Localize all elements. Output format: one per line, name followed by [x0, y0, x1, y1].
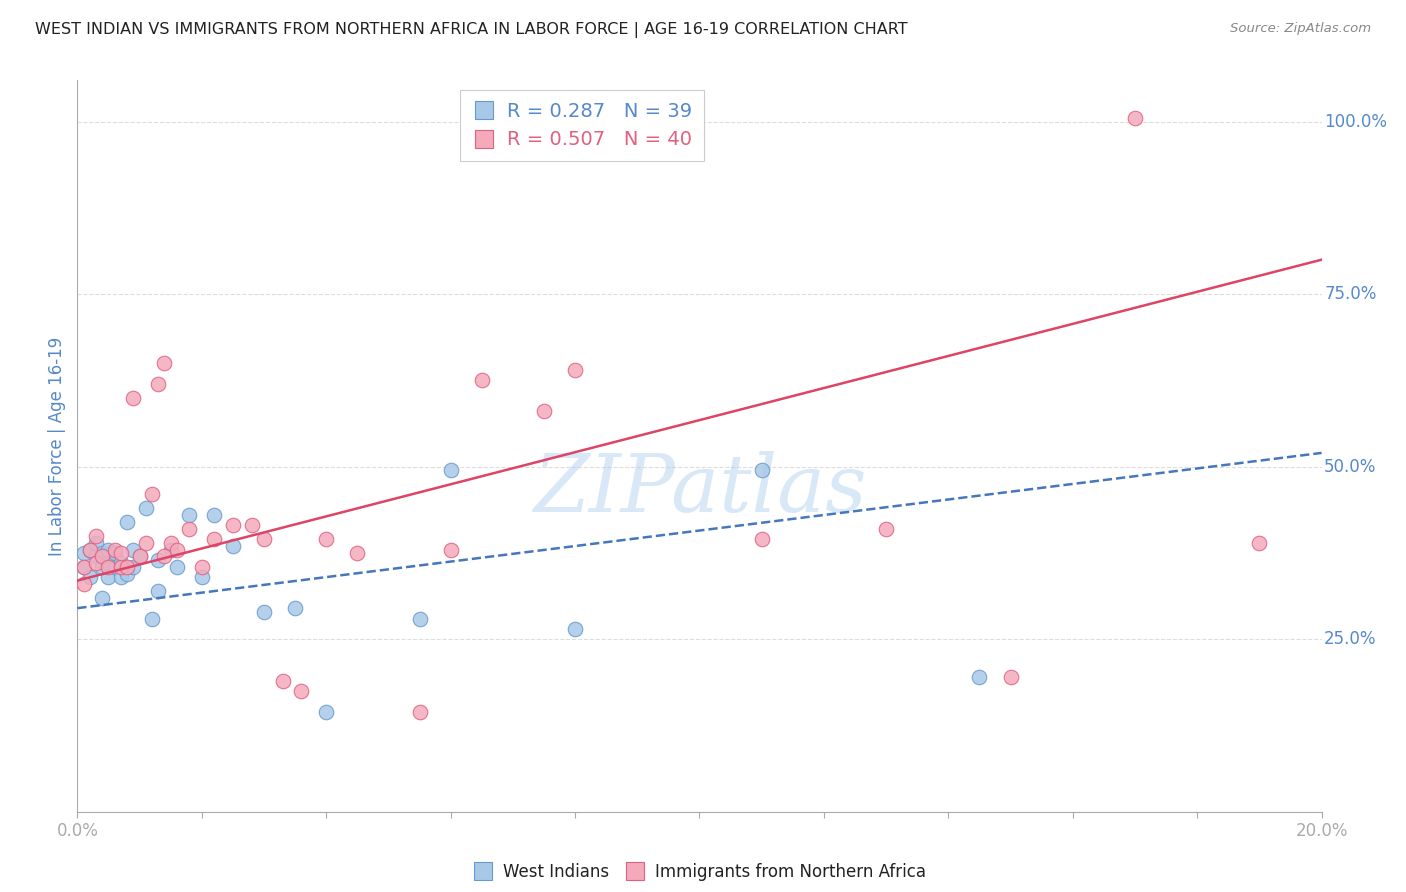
- Point: [110, 559, 132, 574]
- Point: [115, 515, 138, 529]
- Y-axis label: In Labor Force | Age 16-19: In Labor Force | Age 16-19: [48, 336, 66, 556]
- Point: [110, 570, 132, 584]
- Point: [104, 542, 127, 557]
- Point: [159, 535, 181, 549]
- Point: [315, 532, 337, 546]
- Point: [97, 542, 120, 557]
- Point: [315, 705, 337, 719]
- Point: [191, 559, 214, 574]
- Point: [875, 522, 897, 536]
- Point: [1123, 112, 1146, 126]
- Point: [159, 542, 181, 557]
- Point: [84, 529, 107, 543]
- Point: [408, 705, 430, 719]
- Point: [471, 374, 494, 388]
- Point: [533, 404, 555, 418]
- Point: [72, 559, 94, 574]
- Point: [166, 542, 188, 557]
- Point: [191, 570, 214, 584]
- Point: [97, 559, 120, 574]
- Point: [1249, 535, 1271, 549]
- Point: [202, 532, 225, 546]
- Point: [141, 487, 163, 501]
- Point: [284, 601, 307, 615]
- Point: [91, 549, 114, 564]
- Point: [97, 557, 120, 571]
- Point: [84, 549, 107, 564]
- Legend: West Indians, Immigrants from Northern Africa: West Indians, Immigrants from Northern A…: [465, 856, 934, 888]
- Point: [110, 557, 132, 571]
- Point: [128, 549, 150, 564]
- Point: [115, 566, 138, 581]
- Point: [969, 670, 991, 684]
- Point: [135, 535, 157, 549]
- Point: [408, 611, 430, 625]
- Text: Source: ZipAtlas.com: Source: ZipAtlas.com: [1230, 22, 1371, 36]
- Point: [440, 463, 463, 477]
- Point: [84, 535, 107, 549]
- Point: [179, 508, 201, 522]
- Point: [271, 673, 294, 688]
- Point: [141, 611, 163, 625]
- Point: [751, 463, 773, 477]
- Text: 50.0%: 50.0%: [1324, 458, 1376, 475]
- Point: [253, 532, 276, 546]
- Point: [148, 553, 170, 567]
- Point: [72, 559, 94, 574]
- Point: [72, 546, 94, 560]
- Point: [153, 356, 176, 370]
- Point: [122, 391, 145, 405]
- Point: [148, 376, 170, 391]
- Point: [253, 605, 276, 619]
- Point: [104, 559, 127, 574]
- Point: [115, 559, 138, 574]
- Point: [751, 532, 773, 546]
- Point: [135, 501, 157, 516]
- Text: ZIPatlas: ZIPatlas: [533, 451, 866, 529]
- Point: [91, 591, 114, 605]
- Point: [240, 518, 263, 533]
- Point: [122, 559, 145, 574]
- Point: [128, 549, 150, 564]
- Point: [122, 542, 145, 557]
- Point: [179, 522, 201, 536]
- Text: 100.0%: 100.0%: [1324, 112, 1388, 131]
- Point: [91, 559, 114, 574]
- Point: [290, 684, 312, 698]
- Point: [91, 546, 114, 560]
- Point: [440, 542, 463, 557]
- Point: [153, 549, 176, 564]
- Point: [72, 577, 94, 591]
- Point: [79, 542, 101, 557]
- Point: [222, 518, 245, 533]
- Point: [564, 363, 586, 377]
- Point: [166, 559, 188, 574]
- Point: [84, 557, 107, 571]
- Point: [346, 546, 368, 560]
- Text: 75.0%: 75.0%: [1324, 285, 1376, 303]
- Point: [202, 508, 225, 522]
- Point: [564, 622, 586, 636]
- Point: [79, 542, 101, 557]
- Point: [79, 570, 101, 584]
- Point: [148, 583, 170, 598]
- Point: [1000, 670, 1022, 684]
- Point: [104, 546, 127, 560]
- Point: [110, 546, 132, 560]
- Text: WEST INDIAN VS IMMIGRANTS FROM NORTHERN AFRICA IN LABOR FORCE | AGE 16-19 CORREL: WEST INDIAN VS IMMIGRANTS FROM NORTHERN …: [35, 22, 908, 38]
- Point: [97, 570, 120, 584]
- Text: 25.0%: 25.0%: [1324, 631, 1376, 648]
- Point: [222, 539, 245, 553]
